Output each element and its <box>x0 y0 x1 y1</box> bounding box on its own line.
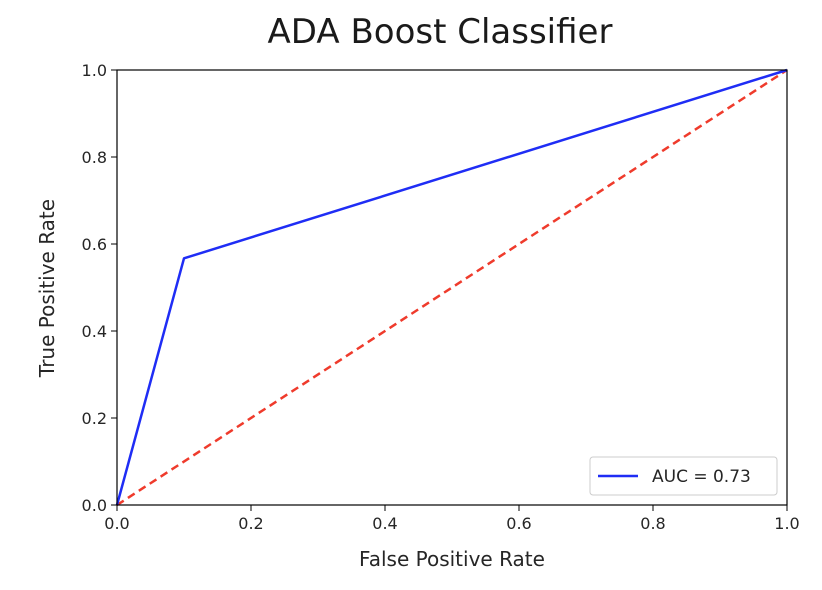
series-diagonal-line <box>116 68 788 507</box>
x-tick-label: 0.4 <box>372 514 397 533</box>
x-tick-label: 0.2 <box>238 514 263 533</box>
legend-box <box>589 456 778 496</box>
x-tick-label: 0.0 <box>104 514 129 533</box>
legend: AUC = 0.73 <box>589 456 778 496</box>
series-roc-line <box>115 68 788 506</box>
y-tick-label: 0.4 <box>82 322 107 341</box>
x-axis-label: False Positive Rate <box>359 547 545 571</box>
x-tick-label: 0.8 <box>640 514 665 533</box>
plot-series <box>115 68 788 507</box>
plot-area-frame <box>116 69 788 506</box>
y-tick-label: 0.2 <box>82 409 107 428</box>
y-tick-label: 0.8 <box>82 148 107 167</box>
y-tick-label: 1.0 <box>82 61 107 80</box>
y-tick-label: 0.0 <box>82 496 107 515</box>
y-axis-ticks: 0.0 0.2 0.4 0.6 0.8 1.0 <box>82 61 117 515</box>
x-axis-ticks: 0.0 0.2 0.4 0.6 0.8 1.0 <box>104 505 800 533</box>
y-axis-label: True Positive Rate <box>35 199 59 378</box>
x-tick-label: 0.6 <box>506 514 531 533</box>
x-tick-label: 1.0 <box>774 514 799 533</box>
y-tick-label: 0.6 <box>82 235 107 254</box>
legend-label-auc: AUC = 0.73 <box>652 467 751 487</box>
chart-title: ADA Boost Classifier <box>268 12 613 52</box>
